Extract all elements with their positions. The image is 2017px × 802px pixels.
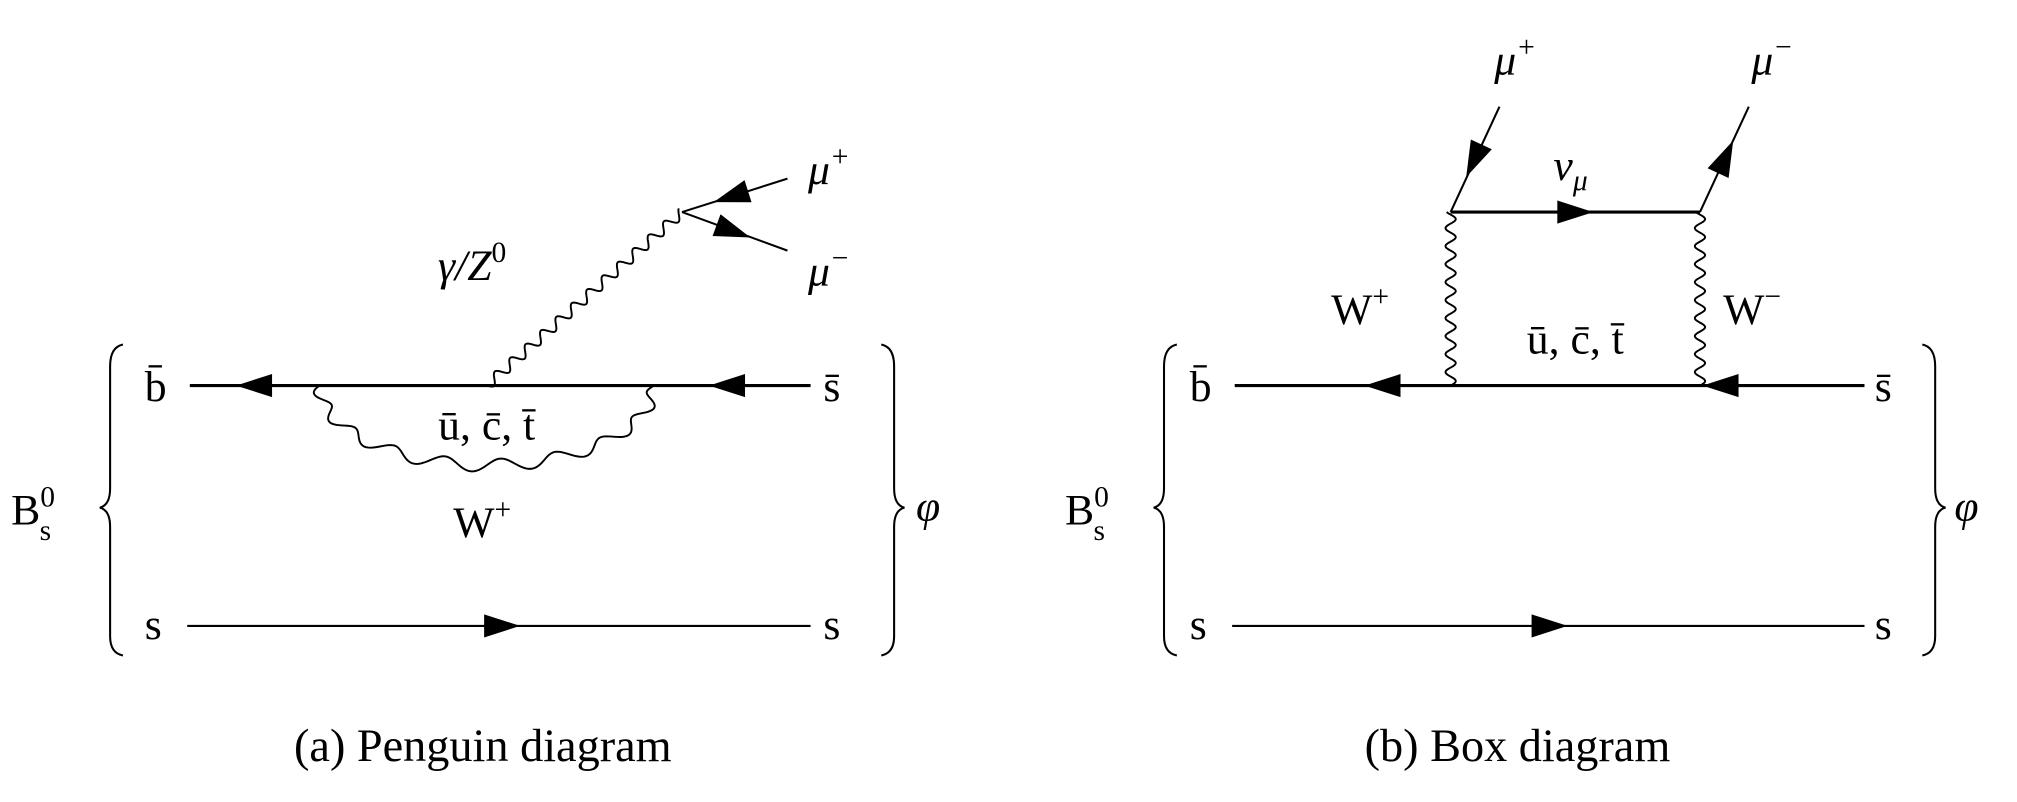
arrow-icon xyxy=(1702,374,1739,398)
w-minus-label: W− xyxy=(1723,281,1781,334)
arrow-icon xyxy=(484,614,521,638)
quark-label: s xyxy=(823,601,840,649)
box-diagram: B0 s φ b̄ s̄ s s ū, c̄, t̄ W+ W− νμ μ+ μ−… xyxy=(1065,32,1979,772)
caption: (a) Penguin diagram xyxy=(294,721,672,772)
meson-brace-right xyxy=(1922,343,1946,657)
meson-brace-left xyxy=(99,343,124,657)
w-boson-label: W+ xyxy=(453,494,511,547)
arrow-icon xyxy=(236,374,273,398)
quark-label: s xyxy=(1190,601,1207,649)
meson-bs-label: B0 s xyxy=(11,481,55,546)
w-plus-label: W+ xyxy=(1331,281,1389,334)
quark-label: s̄ xyxy=(823,363,840,411)
muon-minus-label: μ− xyxy=(1750,32,1793,85)
meson-brace-left xyxy=(1153,343,1178,657)
quark-label: s̄ xyxy=(1875,363,1892,411)
w-plus-propagator xyxy=(1444,211,1457,387)
caption: (b) Box diagram xyxy=(1365,721,1671,772)
arrow-icon xyxy=(709,374,746,398)
quark-label: s xyxy=(145,601,162,649)
meson-phi-label: φ xyxy=(1954,483,1978,531)
arrow-icon xyxy=(1364,374,1401,398)
quark-label: b̄ xyxy=(1190,363,1212,411)
meson-bs-label: B0 s xyxy=(1065,481,1109,546)
muon-minus-label: μ− xyxy=(807,242,850,295)
arrow-icon xyxy=(1531,614,1568,638)
meson-phi-label: φ xyxy=(916,483,940,531)
arrow-icon xyxy=(1557,200,1594,224)
internal-quarks-label: ū, c̄, t̄ xyxy=(438,402,536,450)
arrow-icon xyxy=(1466,139,1492,177)
photon-z-label: γ/Z0 xyxy=(438,237,506,290)
arrow-icon xyxy=(712,214,751,238)
arrow-icon xyxy=(713,180,752,203)
arrow-icon xyxy=(1707,140,1734,178)
photon-z-propagator xyxy=(486,208,681,388)
muon-plus-label: μ+ xyxy=(1493,32,1536,85)
muon-plus-label: μ+ xyxy=(807,141,850,194)
internal-quarks-label: ū, c̄, t̄ xyxy=(1527,315,1625,363)
quark-label: b̄ xyxy=(145,363,167,411)
penguin-diagram: B0 s φ b̄ s̄ s s ū, c̄, t̄ W+ γ/Z0 μ+ μ− … xyxy=(11,141,940,772)
neutrino-label: νμ xyxy=(1553,142,1587,197)
w-boson-loop xyxy=(312,384,656,473)
meson-brace-right xyxy=(880,343,905,657)
quark-label: s xyxy=(1875,601,1892,649)
w-minus-propagator xyxy=(1693,211,1707,387)
